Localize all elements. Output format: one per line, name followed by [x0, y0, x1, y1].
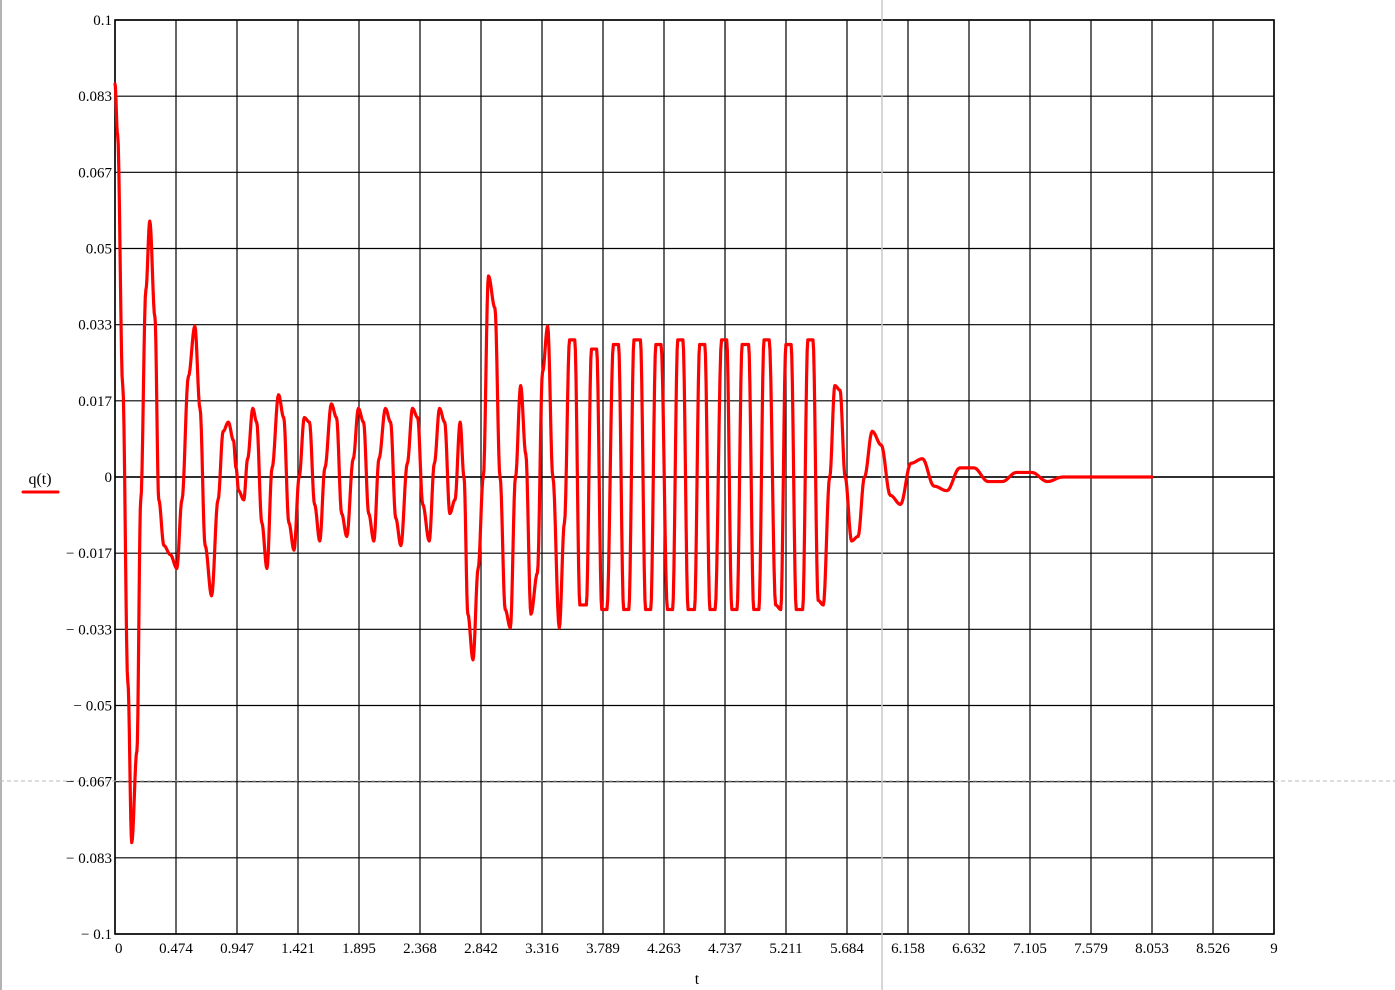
- y-tick-label: − 0.083: [66, 851, 112, 867]
- plot-frame: [114, 19, 1275, 935]
- x-tick-label: 5.211: [769, 941, 802, 957]
- y-tick-labels: 0.1 0.083 0.067 0.05 0.033 0.017 0 − 0.017 − 0.0…: [66, 13, 112, 943]
- x-tick-label: 0.474: [159, 941, 193, 957]
- y-tick-label: 0: [105, 470, 113, 486]
- x-tick-label: 7.579: [1074, 941, 1108, 957]
- x-tick-label: 3.316: [525, 941, 559, 957]
- y-tick-label: − 0.033: [66, 622, 112, 638]
- x-tick-label: 5.684: [830, 941, 864, 957]
- x-axis-label: t: [695, 971, 700, 988]
- x-tick-label: 1.895: [342, 941, 376, 957]
- series-line-q: [113, 82, 1154, 845]
- x-tick-labels: 0 0.474 0.947 1.421 1.895 2.368 2.842 3.316 3.78…: [115, 941, 1278, 957]
- x-tick-label: 3.789: [586, 941, 620, 957]
- y-tick-label: − 0.05: [74, 699, 112, 715]
- y-tick-label: 0.1: [93, 13, 112, 29]
- y-tick-label: 0.033: [78, 318, 112, 334]
- y-tick-label: 0.05: [86, 242, 112, 258]
- y-tick-label: 0.017: [78, 394, 112, 410]
- x-tick-label: 6.632: [952, 941, 986, 957]
- x-tick-label: 7.105: [1013, 941, 1047, 957]
- y-tick-label: − 0.067: [66, 775, 112, 791]
- x-tick-label: 8.053: [1135, 941, 1169, 957]
- legend-label: q(t): [28, 471, 51, 488]
- legend: q(t): [21, 471, 60, 494]
- y-tick-label: 0.067: [78, 165, 112, 181]
- x-tick-label: 4.737: [708, 941, 742, 957]
- y-tick-label: − 0.017: [66, 546, 112, 562]
- x-tick-label: 2.368: [403, 941, 437, 957]
- x-tick-label: 4.263: [647, 941, 681, 957]
- x-tick-label: 9: [1270, 941, 1278, 957]
- y-tick-label: − 0.1: [81, 927, 112, 943]
- x-tick-label: 6.158: [891, 941, 925, 957]
- x-tick-label: 1.421: [281, 941, 315, 957]
- x-tick-label: 0: [115, 941, 123, 957]
- x-tick-label: 0.947: [220, 941, 254, 957]
- x-tick-label: 8.526: [1196, 941, 1230, 957]
- y-tick-label: 0.083: [78, 89, 112, 105]
- x-tick-label: 2.842: [464, 941, 498, 957]
